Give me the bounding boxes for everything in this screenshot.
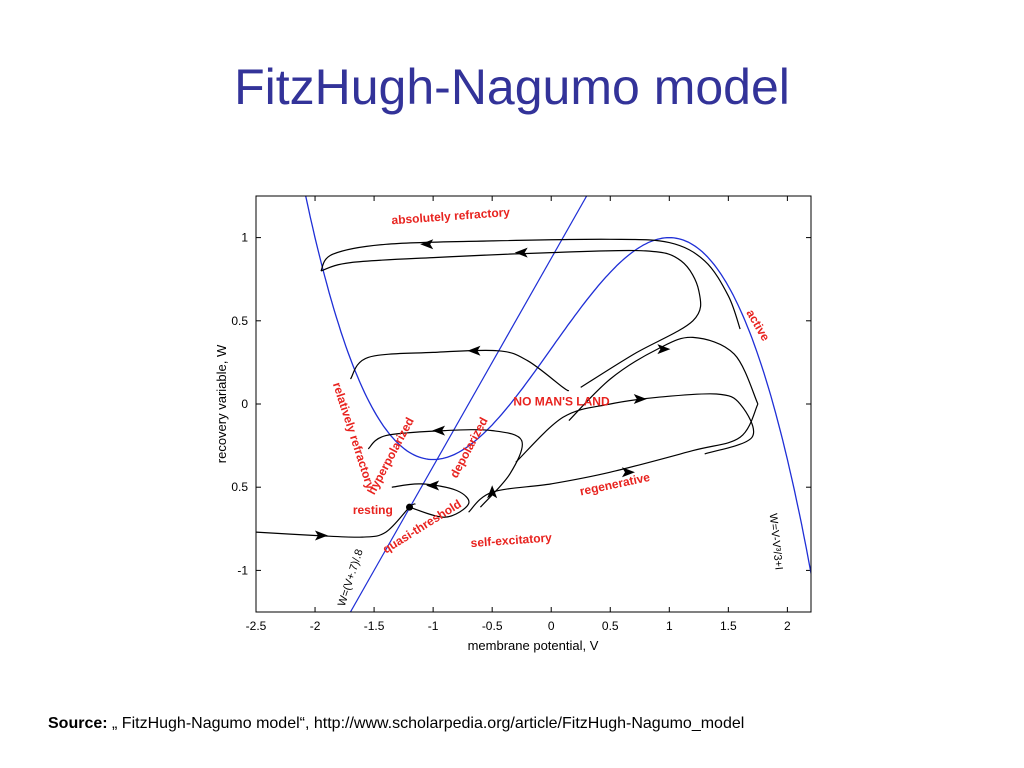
- annotation-label: self-excitatory: [470, 530, 552, 550]
- trajectory-active: [568, 336, 759, 422]
- annotation-label: W=(V+.7)/.8: [336, 548, 366, 608]
- direction-arrow-icon: [467, 345, 481, 356]
- annotation-label: regenerative: [578, 470, 651, 499]
- equilibrium-points: [406, 503, 414, 511]
- slide-title: FitzHugh-Nagumo model: [234, 59, 790, 115]
- y-axis-label: recovery variable, W: [214, 344, 229, 463]
- direction-arrow-icon: [487, 485, 498, 499]
- trajectory-relatively-refractory: [349, 349, 570, 392]
- trajectory-regenerative: [468, 403, 759, 513]
- annotations: absolutely refractory active relatively re…: [330, 205, 785, 608]
- annotation-label: resting: [353, 503, 393, 517]
- x-tick-label: 2: [784, 619, 791, 633]
- x-tick-label: 1: [666, 619, 673, 633]
- direction-arrow-icon: [621, 467, 635, 478]
- x-tick-label: -1: [428, 619, 439, 633]
- direction-arrow-icon: [633, 394, 647, 405]
- x-tick-label: 1.5: [720, 619, 737, 633]
- annotation-label: absolutely refractory: [391, 205, 511, 227]
- x-tick-label: -1.5: [364, 619, 385, 633]
- trajectory-depolarized: [391, 483, 470, 518]
- y-tick-label: 0.5: [231, 314, 248, 328]
- y-tick-label: 1: [241, 231, 248, 245]
- x-tick-label: 0: [548, 619, 555, 633]
- nullclines: [305, 196, 811, 612]
- source-label: Source:: [48, 715, 108, 732]
- annotation-label: active: [743, 307, 772, 344]
- cubic-nullcline: [305, 196, 811, 577]
- x-axis-label: membrane potential, V: [468, 638, 599, 653]
- direction-arrow-icon: [314, 530, 328, 541]
- trajectory-absolutely-refractory: [320, 238, 741, 330]
- annotation-label: relatively refractory: [330, 381, 378, 492]
- annotation-label: NO MAN'S LAND: [513, 395, 610, 409]
- source-text: „ FitzHugh-Nagumo model“, http://www.sch…: [112, 715, 745, 732]
- direction-arrow-icon: [432, 425, 446, 436]
- direction-arrow-icon: [426, 480, 440, 491]
- direction-arrow-icon: [657, 344, 671, 355]
- y-tick-label: -1: [237, 563, 248, 577]
- trajectory-no-man-s-land: [515, 393, 755, 463]
- x-tick-label: -0.5: [482, 619, 503, 633]
- trajectory-hyperpolarized: [367, 429, 523, 508]
- y-tick-label: 0.5: [231, 480, 248, 494]
- y-tick-label: 0: [241, 397, 248, 411]
- x-tick-label: 0.5: [602, 619, 619, 633]
- direction-arrow-icon: [420, 239, 434, 250]
- x-tick-label: -2.5: [246, 619, 267, 633]
- direction-arrows: [314, 239, 671, 541]
- plot-frame: [255, 195, 812, 613]
- trajectory-absolutely-refractory-2: [320, 249, 702, 388]
- linear-nullcline: [349, 196, 588, 612]
- annotation-label: W=V-V³/3+I: [767, 513, 785, 571]
- axis-ticks: -2.5 -2 -1.5 -1 -0.5 0 0.5 1 1.5 2 1 0.5 0 0.5 -1: [231, 196, 811, 633]
- x-tick-label: -2: [310, 619, 321, 633]
- annotation-label: depolarized: [447, 415, 491, 480]
- resting-point-marker: [406, 503, 414, 511]
- source-citation: Source: „ FitzHugh-Nagumo model“, http:/…: [48, 715, 744, 733]
- direction-arrow-icon: [514, 247, 528, 258]
